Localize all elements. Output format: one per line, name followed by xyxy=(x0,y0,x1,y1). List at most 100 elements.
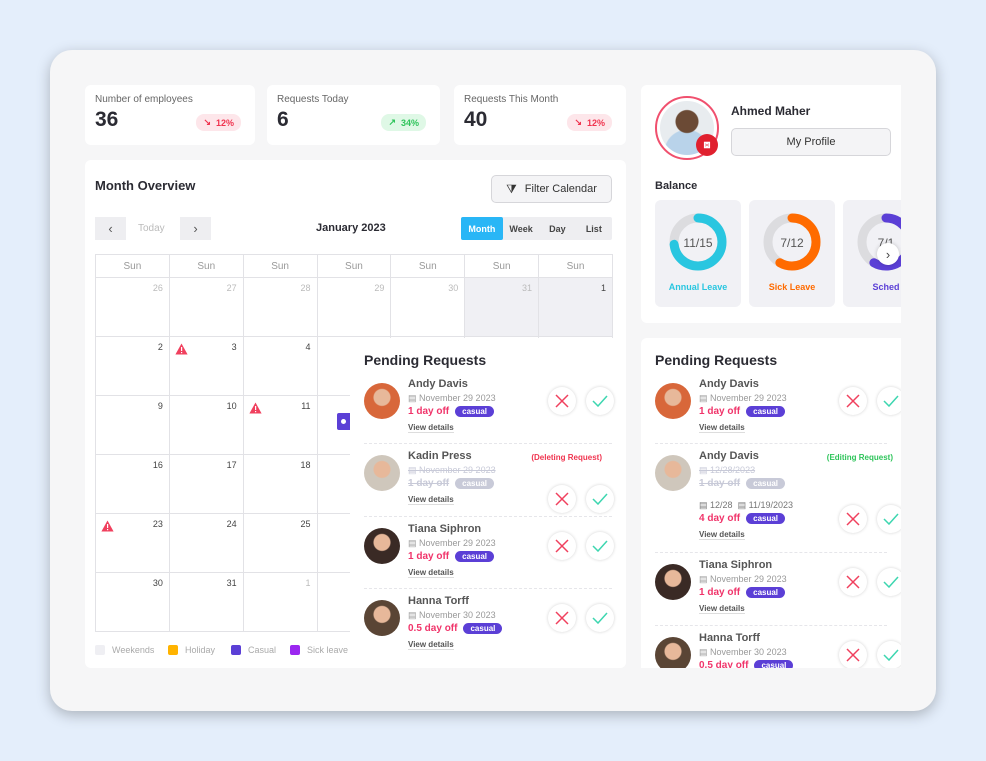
avatar xyxy=(655,637,691,668)
leave-type-tag: casual xyxy=(463,623,503,634)
warning-icon[interactable] xyxy=(101,520,114,532)
balance-donut xyxy=(669,213,727,271)
day-number: 2 xyxy=(157,342,163,352)
balance-card[interactable]: 11/15 Annual Leave xyxy=(655,200,741,307)
approve-button[interactable] xyxy=(586,485,614,513)
pending-requests-title: Pending Requests xyxy=(364,352,487,368)
calendar-day-cell[interactable]: 1 xyxy=(538,277,613,337)
calendar-day-cell[interactable]: 2 xyxy=(95,336,170,396)
trend-value: 12% xyxy=(586,117,605,128)
approve-button[interactable] xyxy=(586,532,614,560)
approve-button[interactable] xyxy=(877,568,901,596)
balance-donut xyxy=(763,213,821,271)
profile-card: ⧈ Ahmed Maher My Profile Balance 11/15 A… xyxy=(641,85,901,323)
day-number: 28 xyxy=(300,283,311,293)
calendar-day-cell[interactable]: 30 xyxy=(95,572,170,632)
stat-label: Requests Today xyxy=(277,94,349,105)
leave-type-tag: casual xyxy=(746,478,786,489)
check-icon xyxy=(883,576,899,588)
day-number: 25 xyxy=(300,519,311,529)
approve-button[interactable] xyxy=(586,604,614,632)
pending-requests-title: Pending Requests xyxy=(655,352,778,368)
view-details-link[interactable]: View details xyxy=(699,530,745,540)
day-number: 30 xyxy=(152,578,163,588)
filter-calendar-button[interactable]: ⧩ Filter Calendar xyxy=(491,175,612,203)
calendar-day-cell[interactable]: 31 xyxy=(464,277,540,337)
view-details-link[interactable]: View details xyxy=(408,568,454,578)
view-details-link[interactable]: View details xyxy=(408,495,454,505)
avatar xyxy=(364,528,400,564)
calendar-day-cell[interactable]: 9 xyxy=(95,395,170,455)
days-off: 0.5 day off xyxy=(699,660,749,668)
calendar-day-cell[interactable]: 31 xyxy=(168,572,244,632)
leave-type-tag: casual xyxy=(746,406,786,417)
view-details-link[interactable]: View details xyxy=(408,423,454,433)
calendar-day-cell[interactable]: 28 xyxy=(242,277,318,337)
prev-month-button[interactable]: ‹ xyxy=(95,217,126,240)
next-month-button[interactable]: › xyxy=(180,217,211,240)
casual-event-marker[interactable] xyxy=(337,413,350,430)
calendar-day-cell[interactable]: 10 xyxy=(168,395,244,455)
request-date: ▤ November 29 2023 xyxy=(408,393,496,404)
view-month-tab[interactable]: Month xyxy=(461,217,503,240)
approve-button[interactable] xyxy=(586,387,614,415)
calendar-day-cell[interactable]: 11 xyxy=(242,395,318,455)
arrow-down-right-icon: ↘ xyxy=(203,117,211,127)
balance-title: Balance xyxy=(655,180,698,192)
balance-label: Sick Leave xyxy=(768,282,816,292)
warning-icon[interactable] xyxy=(249,402,262,414)
approve-button[interactable] xyxy=(877,387,901,415)
day-number: 11 xyxy=(301,401,311,411)
calendar-day-cell[interactable]: 23 xyxy=(95,513,170,573)
calendar-day-cell[interactable]: 17 xyxy=(168,454,244,514)
approve-button[interactable] xyxy=(877,641,901,668)
calendar-day-cell[interactable]: 26 xyxy=(95,277,170,337)
view-day-tab[interactable]: Day xyxy=(549,223,566,234)
balance-donut xyxy=(857,213,901,271)
day-number: 24 xyxy=(226,519,237,529)
calendar-day-cell[interactable]: 1 xyxy=(242,572,318,632)
calendar-day-cell[interactable]: 30 xyxy=(390,277,466,337)
close-icon xyxy=(846,648,860,662)
requester-name: Kadin Press xyxy=(408,450,472,462)
balance-card[interactable]: 7/12 Sick Leave xyxy=(749,200,835,307)
stat-value: 36 xyxy=(95,108,119,131)
balance-next-button[interactable]: › xyxy=(877,243,899,265)
calendar-day-cell[interactable]: 4 xyxy=(242,336,318,396)
calendar-day-cell[interactable]: 24 xyxy=(168,513,244,573)
legend-item: Weekends xyxy=(95,645,154,655)
calendar-day-cell[interactable]: 27 xyxy=(168,277,244,337)
today-button[interactable]: Today xyxy=(138,223,165,234)
day-number: 26 xyxy=(152,283,163,293)
reject-button[interactable] xyxy=(839,387,867,415)
my-profile-button[interactable]: My Profile xyxy=(731,128,891,156)
reject-button[interactable] xyxy=(839,568,867,596)
view-list-tab[interactable]: List xyxy=(585,223,602,234)
calendar-day-cell[interactable]: 18 xyxy=(242,454,318,514)
view-week-tab[interactable]: Week xyxy=(509,223,533,234)
calendar-day-cell[interactable]: 16 xyxy=(95,454,170,514)
reject-button[interactable] xyxy=(839,641,867,668)
request-duration: 1 day off casual xyxy=(699,406,786,417)
view-details-link[interactable]: View details xyxy=(699,423,745,433)
reject-button[interactable] xyxy=(548,387,576,415)
calendar-day-cell[interactable]: 25 xyxy=(242,513,318,573)
day-number: 29 xyxy=(374,283,385,293)
view-details-link[interactable]: View details xyxy=(408,640,454,650)
reject-button[interactable] xyxy=(839,505,867,533)
warning-icon[interactable] xyxy=(175,343,188,355)
reject-button[interactable] xyxy=(548,485,576,513)
request-status-note: (Deleting Request) xyxy=(531,453,602,462)
calendar-day-cell[interactable]: 3 xyxy=(168,336,244,396)
balance-donut-fill xyxy=(857,213,901,271)
reject-button[interactable] xyxy=(548,604,576,632)
calendar-day-cell[interactable]: 29 xyxy=(316,277,392,337)
legend-item: Sick leave xyxy=(290,645,348,655)
view-details-link[interactable]: View details xyxy=(699,604,745,614)
request-date: ▤ November 29 2023 xyxy=(408,465,496,476)
balance-card[interactable]: 7/1 Sched xyxy=(843,200,901,307)
reject-button[interactable] xyxy=(548,532,576,560)
approve-button[interactable] xyxy=(877,505,901,533)
balance-label: Annual Leave xyxy=(668,282,728,292)
stat-card-requests-month: Requests This Month 40 ↘ 12% xyxy=(454,85,626,145)
